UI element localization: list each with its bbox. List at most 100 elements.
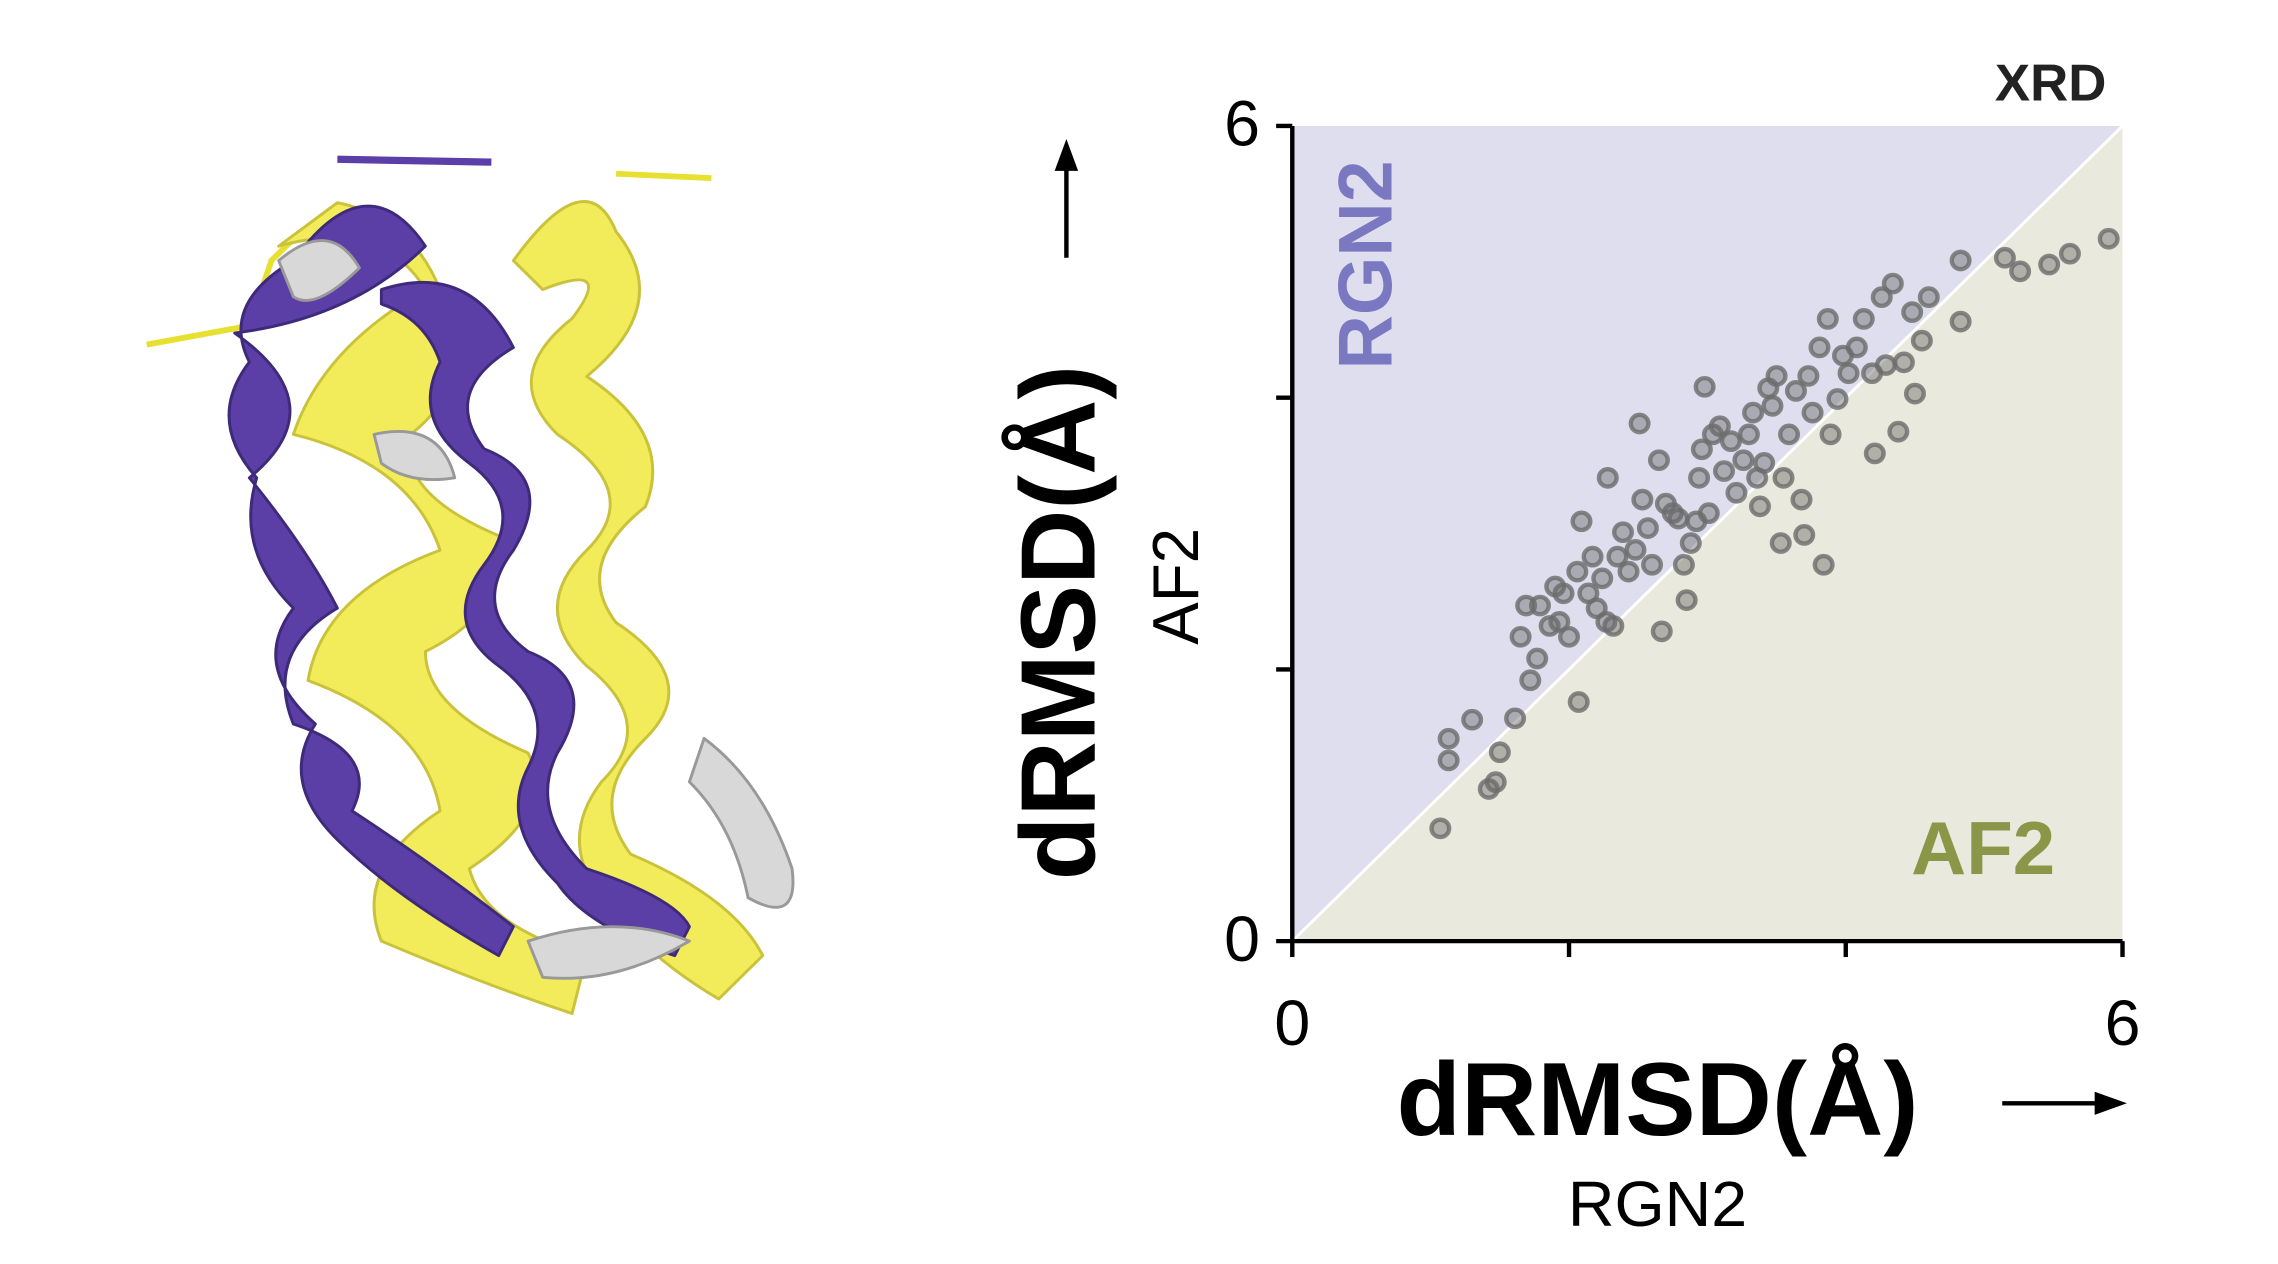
point [1797,365,1820,387]
helix-purple [227,204,515,958]
point [1628,412,1651,435]
point [1769,532,1792,554]
point [1852,308,1875,330]
point [1949,310,1972,333]
point [1611,521,1634,544]
point [1437,749,1460,772]
point [1826,388,1849,410]
point [1437,727,1460,750]
x-arrow [2002,1091,2127,1115]
coil [337,155,492,166]
helix-grey [687,736,795,909]
point [1732,449,1755,472]
point [1566,560,1589,583]
y-arrow [1054,138,1079,258]
point [1519,669,1542,692]
y-axis-label: dRMSD(Å) [1000,365,1118,880]
point [1596,466,1619,489]
point [1484,771,1507,794]
point [1528,594,1551,617]
point [1636,517,1659,539]
x-axis-sublabel: RGN2 [1568,1168,1747,1240]
point [1887,420,1910,443]
point [1808,336,1831,359]
point [1742,401,1765,424]
point [2038,253,2061,276]
point [2058,242,2081,265]
point [1488,741,1511,764]
region-label: RGN2 [1323,160,1409,369]
arrow-head [1054,138,1079,171]
point [1881,272,1904,295]
point [1697,502,1720,525]
point [1504,707,1527,730]
point [1863,442,1886,465]
point [1748,495,1771,518]
helix-yellow [511,200,765,1001]
point [1903,382,1926,405]
point [1753,452,1776,474]
point [1548,610,1571,633]
coil [615,170,712,181]
point [1719,430,1742,453]
point [1892,351,1915,374]
point [1949,249,1972,272]
point [1819,423,1842,446]
diagonal [1291,124,2124,943]
point [1675,589,1698,611]
point [1526,647,1549,670]
point [1837,362,1860,385]
point [1765,365,1788,387]
point [1690,438,1713,461]
point [1708,415,1731,438]
point [1647,449,1670,472]
point [1910,329,1933,352]
point [1784,380,1807,402]
point [1778,423,1801,446]
point [1816,308,1839,330]
point [1688,466,1711,489]
point [2009,260,2032,283]
point [1901,301,1924,323]
point [1552,582,1575,605]
point [1606,545,1629,568]
point [1993,246,2016,269]
point [1725,481,1748,504]
point [2097,227,2120,250]
x-tick-label: 6 [2105,987,2141,1059]
point [1713,460,1736,482]
point [1845,336,1868,359]
point [1558,625,1581,648]
chart-title: XRD [1995,55,2106,113]
point [1631,488,1654,511]
point [1461,708,1484,731]
region-label: AF2 [1911,807,2055,891]
point [1509,625,1532,648]
point [1602,615,1625,637]
helix-grey [277,239,361,302]
point [1567,691,1590,713]
point [1737,423,1760,446]
point [1917,286,1940,309]
point [1672,553,1695,576]
point [1641,553,1664,576]
point [1790,488,1813,511]
point [1429,817,1452,840]
point [1801,401,1824,424]
point [1650,620,1673,643]
point [1812,553,1835,576]
protein-structure [146,155,795,1015]
y-axis-sublabel: AF2 [1139,528,1211,645]
point [1667,507,1690,530]
arrow-head [2094,1091,2127,1115]
point [1874,354,1897,376]
point [1870,286,1893,309]
point [1591,567,1614,590]
helix-grey [372,430,457,482]
helix-grey [526,925,691,980]
y-tick-label: 6 [1224,88,1260,160]
point [1679,532,1702,554]
point [1693,375,1716,398]
